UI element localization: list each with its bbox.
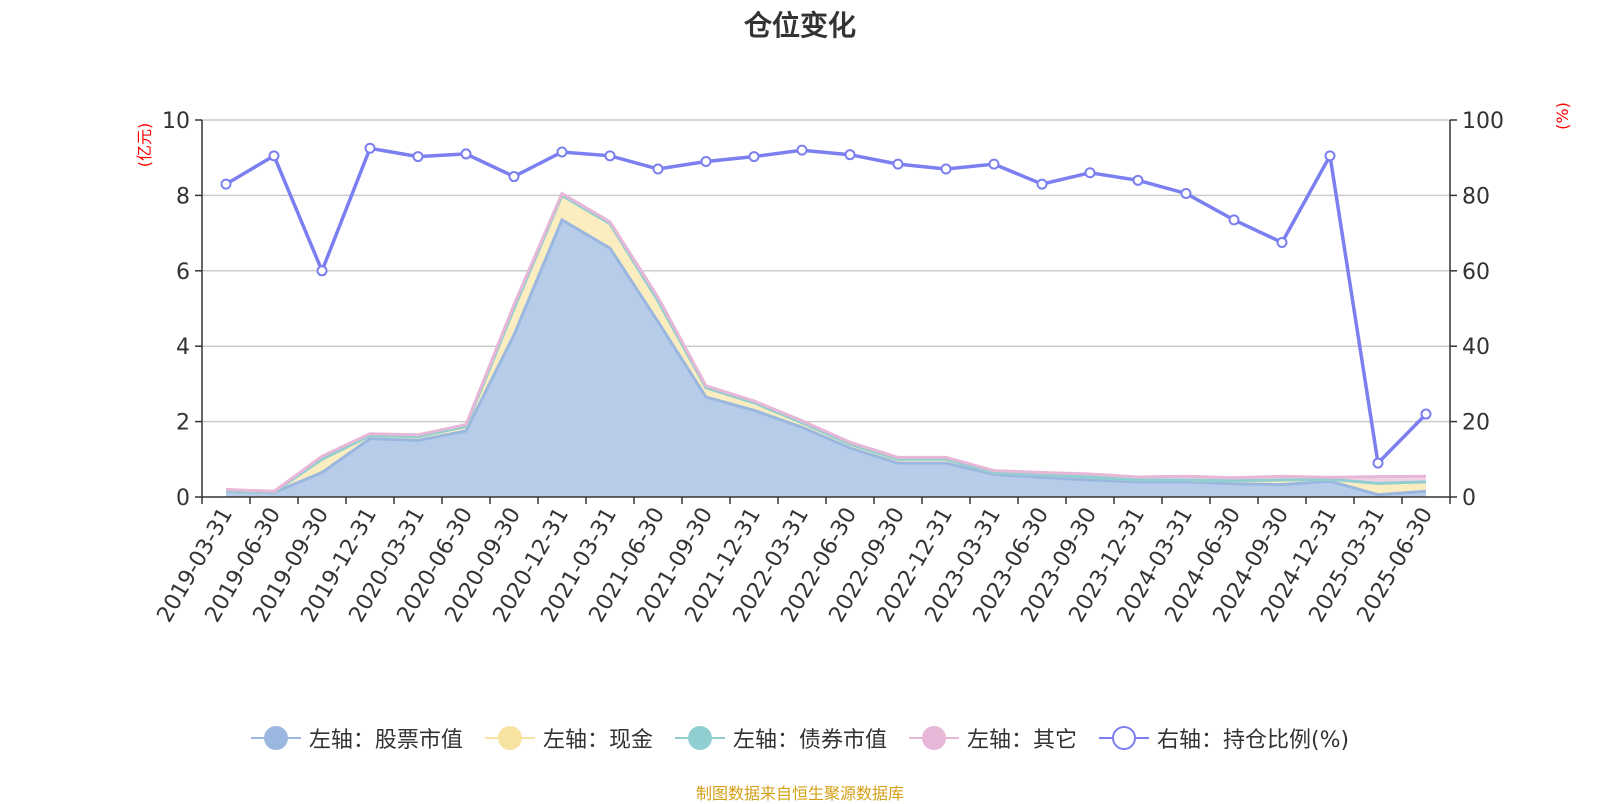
ratio-point: [940, 163, 952, 175]
area-左轴：股票市值: [226, 219, 1426, 497]
grid-lines: [202, 119, 1450, 423]
ratio-point: [892, 158, 904, 170]
ratio-line-path: [225, 146, 1428, 467]
legend-item-cash[interactable]: 左轴：现金: [484, 722, 653, 754]
ratio-point: [508, 171, 520, 183]
legend-label-bond: 左轴：债券市值: [732, 728, 887, 753]
right-tick-label: 100: [1462, 109, 1504, 134]
ratio-line: [220, 142, 1432, 469]
right-tick-label: 20: [1462, 411, 1490, 436]
chart-title: 仓位变化: [743, 9, 856, 42]
chart-legend: 左轴：股票市值 左轴：现金 左轴：债券市值 左轴：其它 右轴：持仓比例(%): [0, 722, 1600, 754]
right-axis-unit: (%): [1553, 102, 1572, 130]
ratio-point: [988, 158, 1000, 170]
ratio-point: [796, 144, 808, 156]
legend-item-ratio[interactable]: 右轴：持仓比例(%): [1098, 722, 1350, 754]
ratio-point: [220, 178, 232, 190]
ratio-point: [700, 155, 712, 167]
legend-label-other: 左轴：其它: [966, 728, 1077, 753]
left-axis-unit: (亿元): [135, 123, 154, 168]
legend-swatch-cash: [484, 726, 535, 750]
legend-swatch-ratio: [1098, 726, 1149, 750]
ratio-point: [604, 150, 616, 162]
right-tick-label: 0: [1462, 486, 1476, 511]
ratio-point: [1420, 408, 1432, 420]
ratio-point: [460, 148, 472, 160]
left-tick-label: 10: [162, 109, 190, 134]
ratio-point: [844, 149, 856, 161]
area-line-左轴：其它: [225, 191, 1427, 493]
ratio-point: [412, 151, 424, 163]
legend-label-ratio: 右轴：持仓比例(%): [1156, 728, 1350, 753]
ratio-point: [1372, 457, 1384, 469]
left-tick-label: 8: [176, 184, 190, 209]
left-tick-label: 4: [176, 335, 190, 360]
ratio-point: [1276, 237, 1288, 249]
ratio-point: [1180, 188, 1192, 200]
ratio-point: [556, 146, 568, 158]
ratio-point: [1228, 214, 1240, 226]
legend-item-other[interactable]: 左轴：其它: [908, 722, 1077, 754]
legend-label-stock: 左轴：股票市值: [308, 728, 463, 753]
area-line-左轴：股票市值: [225, 217, 1427, 497]
ratio-point: [1036, 178, 1048, 190]
legend-item-stock[interactable]: 左轴：股票市值: [250, 722, 463, 754]
legend-swatch-other: [908, 726, 959, 750]
legend-swatch-stock: [250, 726, 301, 750]
ratio-point: [268, 150, 280, 162]
legend-item-bond[interactable]: 左轴：债券市值: [674, 722, 887, 754]
legend-label-cash: 左轴：现金: [542, 728, 653, 753]
left-tick-label: 6: [176, 260, 190, 285]
right-tick-label: 80: [1462, 184, 1490, 209]
ratio-point: [748, 151, 760, 163]
right-tick-label: 60: [1462, 260, 1490, 285]
ratio-point: [1132, 174, 1144, 186]
data-source-note: 制图数据来自恒生聚源数据库: [695, 784, 904, 803]
right-tick-label: 40: [1462, 335, 1490, 360]
ratio-point: [652, 163, 664, 175]
left-tick-label: 0: [176, 486, 190, 511]
left-tick-label: 2: [176, 411, 190, 436]
ratio-point: [1324, 150, 1336, 162]
ratio-point: [1084, 167, 1096, 179]
ratio-point: [316, 265, 328, 277]
stacked-areas: [225, 191, 1427, 497]
area-line-左轴：债券市值: [225, 193, 1427, 494]
ratio-point: [364, 142, 376, 154]
legend-swatch-bond: [674, 726, 725, 750]
